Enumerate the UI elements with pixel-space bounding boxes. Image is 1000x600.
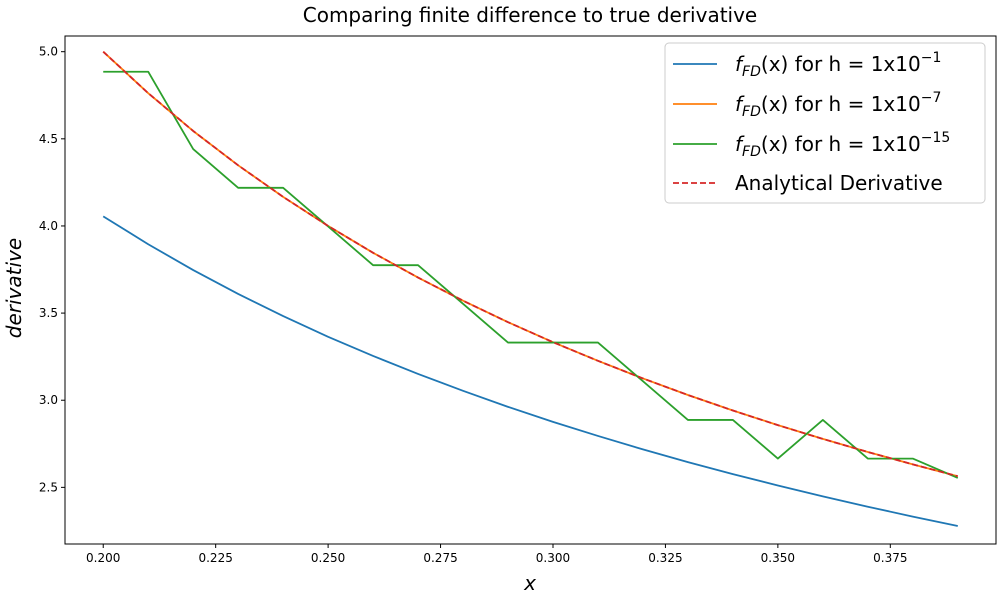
y-tick-label: 3.5: [39, 306, 58, 320]
y-tick-label: 2.5: [39, 480, 58, 494]
series-line-3: [103, 70, 959, 479]
plot-frame: [64, 35, 997, 545]
y-axis: 2.5 3.0 3.5 4.0 4.5 5.0: [39, 45, 65, 494]
x-tick-label: 0.325: [648, 551, 682, 565]
y-tick-label: 5.0: [39, 45, 58, 59]
y-tick-label: 4.5: [39, 132, 58, 146]
x-tick-label: 0.200: [86, 551, 120, 565]
x-axis: 0.200 0.225 0.250 0.275 0.300 0.325 0.350 0.375: [86, 544, 907, 565]
x-tick-label: 0.225: [198, 551, 232, 565]
legend-box: [664, 42, 986, 204]
legend-label: Analytical Derivative: [735, 171, 943, 195]
y-tick-label: 4.0: [39, 219, 58, 233]
x-axis-label: x: [523, 571, 536, 595]
x-tick-label: 0.250: [311, 551, 345, 565]
series-line-4: [102, 51, 958, 478]
chart-title: Comparing finite difference to true deri…: [303, 3, 757, 27]
plot-area: [64, 35, 997, 545]
x-tick-label: 0.350: [761, 551, 795, 565]
x-tick-label: 0.375: [873, 551, 907, 565]
legend-label: fFD(x) for h = 1x10−7: [735, 90, 941, 120]
series-line-1: [102, 215, 958, 527]
y-axis-label: derivative: [2, 238, 26, 338]
legend: fFD(x) for h = 1x10−1 fFD(x) for h = 1x10…: [664, 42, 986, 204]
y-tick-label: 3.0: [39, 393, 58, 407]
x-tick-label: 0.275: [423, 551, 457, 565]
series-layer: [102, 51, 959, 527]
legend-label: fFD(x) for h = 1x10−1: [735, 50, 941, 80]
x-tick-label: 0.300: [536, 551, 570, 565]
legend-label: fFD(x) for h = 1x10−15: [735, 130, 950, 160]
